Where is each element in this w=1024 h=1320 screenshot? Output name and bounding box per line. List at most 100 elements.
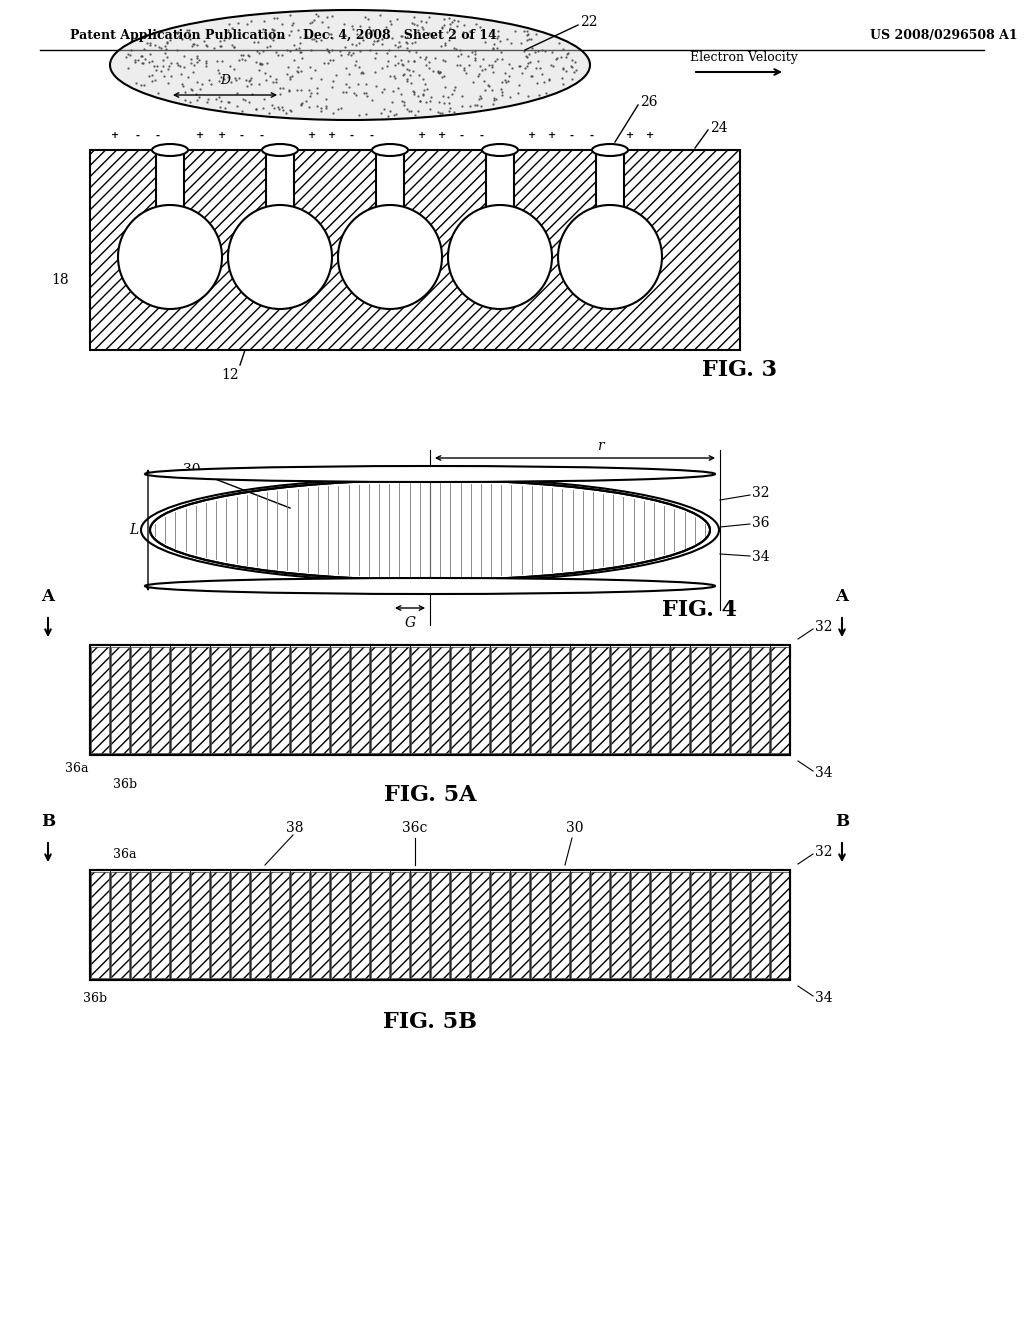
Text: +: + (626, 131, 634, 140)
Bar (111, 647, 129, 752)
Bar (90, 150, 740, 350)
Text: 32: 32 (815, 845, 833, 859)
Bar (351, 647, 369, 752)
Bar (371, 873, 389, 978)
Text: 34: 34 (815, 766, 833, 780)
Ellipse shape (150, 480, 710, 579)
Ellipse shape (152, 144, 188, 156)
Text: -: - (480, 131, 484, 140)
Text: -: - (240, 131, 244, 140)
Bar (591, 647, 609, 752)
Bar (91, 873, 109, 978)
Text: FIG. 5A: FIG. 5A (384, 784, 476, 807)
Bar (711, 873, 729, 978)
Text: -: - (156, 131, 160, 140)
Bar (111, 873, 129, 978)
Text: +: + (418, 131, 426, 140)
Bar (191, 873, 209, 978)
Bar (551, 873, 569, 978)
Circle shape (338, 205, 442, 309)
Bar (731, 647, 749, 752)
Text: G: G (404, 616, 416, 630)
Text: 34: 34 (815, 991, 833, 1005)
Text: 36b: 36b (83, 991, 108, 1005)
Bar (490, 647, 509, 752)
Bar (671, 873, 689, 978)
Bar (611, 647, 629, 752)
Text: +: + (548, 131, 556, 140)
Text: D: D (220, 74, 230, 87)
Ellipse shape (262, 144, 298, 156)
Bar (211, 873, 229, 978)
Bar (591, 873, 609, 978)
Bar (251, 647, 269, 752)
Bar (211, 647, 229, 752)
Bar (751, 873, 769, 978)
Bar (231, 647, 249, 752)
Text: 36c: 36c (402, 821, 428, 836)
Bar (291, 647, 309, 752)
Bar (191, 647, 209, 752)
Bar (691, 873, 709, 978)
Text: +: + (218, 131, 226, 140)
Text: +: + (196, 131, 204, 140)
Text: -: - (590, 131, 594, 140)
Bar (671, 647, 689, 752)
Text: 36b: 36b (113, 779, 137, 792)
Text: 32: 32 (815, 620, 833, 634)
Bar (90, 150, 740, 350)
Bar (376, 150, 404, 210)
Bar (751, 647, 769, 752)
Bar (531, 647, 549, 752)
Bar (471, 873, 489, 978)
Bar (651, 647, 669, 752)
Text: FIG. 5B: FIG. 5B (383, 1011, 477, 1034)
Bar (611, 873, 629, 978)
Text: 34: 34 (752, 550, 770, 564)
Text: 36a: 36a (65, 763, 88, 776)
Bar (431, 647, 449, 752)
Text: 32: 32 (752, 486, 769, 500)
Bar (90, 870, 790, 979)
Text: +: + (528, 131, 536, 140)
Bar (331, 647, 349, 752)
Text: 22: 22 (580, 15, 597, 29)
Bar (511, 873, 529, 978)
Bar (91, 647, 109, 752)
Bar (131, 873, 150, 978)
Bar (651, 873, 669, 978)
Bar (156, 150, 184, 210)
Text: 30: 30 (566, 821, 584, 836)
Bar (311, 647, 329, 752)
Text: Electron Velocity: Electron Velocity (690, 51, 798, 65)
Text: FIG. 3: FIG. 3 (702, 359, 777, 381)
Ellipse shape (372, 144, 408, 156)
Bar (451, 873, 469, 978)
Bar (371, 647, 389, 752)
Bar (691, 647, 709, 752)
Bar (231, 873, 249, 978)
Text: US 2008/0296508 A1: US 2008/0296508 A1 (870, 29, 1018, 41)
Text: r: r (597, 440, 603, 453)
Text: B: B (41, 813, 55, 830)
Ellipse shape (145, 466, 715, 482)
Bar (151, 873, 169, 978)
Text: -: - (260, 131, 264, 140)
Bar (471, 647, 489, 752)
Bar (431, 873, 449, 978)
Bar (771, 647, 790, 752)
Bar (311, 873, 329, 978)
Bar (90, 870, 790, 979)
Bar (771, 873, 790, 978)
Text: A: A (836, 587, 849, 605)
Bar (271, 647, 289, 752)
Text: +: + (646, 131, 654, 140)
Bar (391, 873, 409, 978)
Bar (631, 647, 649, 752)
Bar (551, 647, 569, 752)
Bar (171, 647, 189, 752)
Text: 12: 12 (221, 368, 239, 381)
Bar (351, 873, 369, 978)
Text: -: - (370, 131, 374, 140)
Text: 18: 18 (51, 273, 69, 286)
